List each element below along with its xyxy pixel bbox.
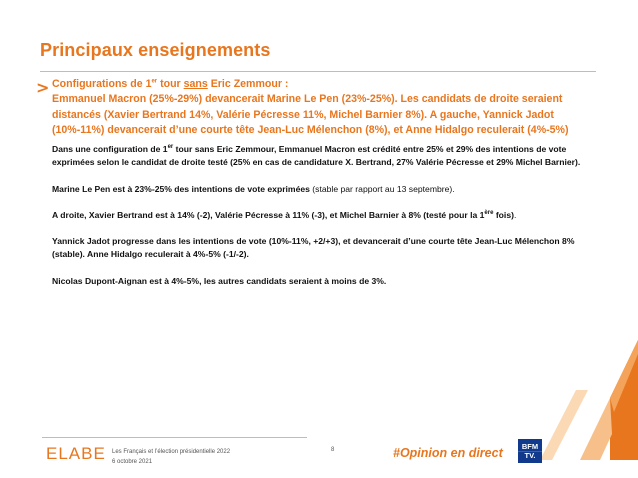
p2-bold: Marine Le Pen est à 23%-25% des intentio… [52, 183, 310, 194]
bfm-label: BFM [521, 441, 539, 451]
summary-heading: Configurations de 1er tour sans Eric Zem… [52, 77, 600, 92]
footer-study: Les Français et l’élection présidentiell… [112, 449, 231, 455]
elabe-logo: ELABE [46, 444, 106, 463]
p3-rest: . [513, 209, 517, 220]
footer-info: Les Français et l’élection présidentiell… [112, 447, 230, 467]
p1-text-b: tour sans Eric Zemmour, Emmanuel Macron … [52, 144, 581, 168]
tv-label: TV. [518, 450, 542, 460]
chevron-right-icon: > [36, 78, 50, 97]
p5-bold: Nicolas Dupont-Aignan est à 4%-5%, les a… [52, 275, 387, 286]
summary-sup: er [151, 78, 158, 85]
summary-text: Emmanuel Macron (25%-29%) devancerait Ma… [52, 93, 569, 137]
bfmtv-logo: BFM TV. [518, 439, 542, 463]
footer-divider [42, 437, 307, 438]
p3-sup: ère [484, 210, 494, 217]
paragraph-4: Yannick Jadot progresse dans les intenti… [52, 235, 600, 262]
footer-date: 6 octobre 2021 [112, 459, 153, 465]
p2-rest: (stable par rapport au 13 septembre). [309, 183, 455, 194]
summary-heading-text-3: Eric Zemmour : [207, 78, 289, 90]
p1-sup: er [167, 144, 174, 151]
hashtag: #Opinion en direct [393, 446, 503, 460]
paragraph-3: A droite, Xavier Bertrand est à 14% (-2)… [52, 209, 600, 222]
title-divider [40, 71, 596, 72]
page-title: Principaux enseignements [40, 40, 271, 60]
paragraph-1: Dans une configuration de 1er tour sans … [52, 143, 600, 170]
body-text: Dans une configuration de 1er tour sans … [52, 143, 600, 301]
p3-bold: A droite, Xavier Bertrand est à 14% (-2)… [52, 209, 485, 220]
summary-heading-text-2: tour [157, 78, 184, 90]
p4-bold: Yannick Jadot progresse dans les intenti… [52, 236, 575, 260]
paragraph-2: Marine Le Pen est à 23%-25% des intentio… [52, 183, 600, 196]
summary-block: Configurations de 1er tour sans Eric Zem… [52, 77, 600, 139]
p3-bold-2: fois) [493, 209, 514, 220]
summary-underlined: sans [183, 78, 208, 90]
summary-heading-text: Configurations de 1 [52, 78, 152, 90]
paragraph-5: Nicolas Dupont-Aignan est à 4%-5%, les a… [52, 275, 600, 288]
page-number: 8 [331, 447, 335, 453]
brand-a-shape [540, 340, 638, 460]
p1-text-a: Dans une configuration de 1 [52, 144, 168, 154]
